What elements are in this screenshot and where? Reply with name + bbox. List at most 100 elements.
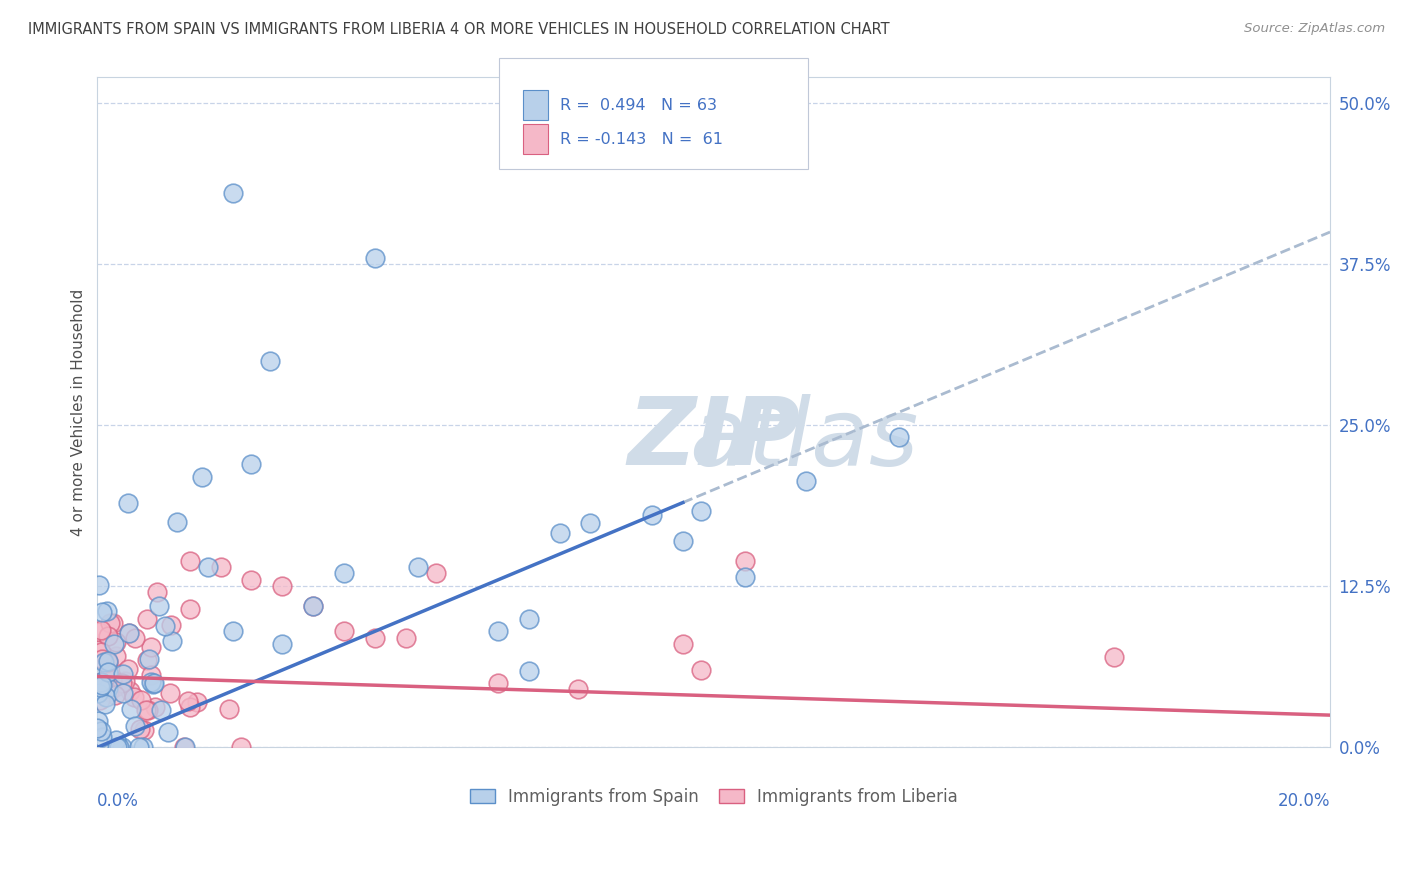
Point (517, 664, 540, 678)
Point (641, 508, 664, 522)
Point (139, 675, 162, 690)
Point (138, 652, 160, 666)
Point (97, 681, 120, 695)
Text: ZIP: ZIP (627, 393, 800, 485)
Point (112, 667, 135, 681)
Point (146, 585, 169, 599)
Point (86, 721, 108, 735)
Point (690, 663, 713, 677)
Point (117, 495, 139, 509)
Point (143, 700, 166, 714)
Point (218, 701, 240, 715)
Point (120, 702, 142, 716)
Point (1104, 650, 1126, 665)
Point (128, 740, 150, 755)
Point (156, 725, 179, 739)
Point (105, 649, 128, 664)
Point (179, 553, 201, 567)
Point (111, 740, 134, 755)
Point (91, 652, 114, 666)
Point (118, 626, 141, 640)
Point (222, 624, 245, 639)
Point (142, 675, 165, 690)
Point (191, 470, 214, 484)
Point (124, 632, 146, 646)
Point (209, 560, 232, 574)
Point (97, 655, 120, 669)
Point (136, 703, 159, 717)
Point (690, 504, 713, 518)
Text: R =  0.494   N = 63: R = 0.494 N = 63 (560, 98, 717, 112)
Point (98, 685, 121, 699)
Point (142, 677, 165, 691)
Point (87, 686, 110, 700)
Point (148, 599, 170, 613)
Point (517, 611, 540, 625)
Point (548, 526, 571, 541)
Point (672, 534, 695, 549)
Point (114, 673, 136, 688)
Point (174, 740, 197, 755)
Point (887, 430, 910, 444)
Point (97, 629, 120, 643)
Legend: Immigrants from Spain, Immigrants from Liberia: Immigrants from Spain, Immigrants from L… (463, 781, 965, 813)
Point (567, 682, 589, 697)
Point (229, 740, 252, 755)
Point (101, 616, 124, 631)
Point (94, 690, 117, 704)
Point (139, 668, 162, 682)
Point (89, 692, 111, 706)
Point (186, 695, 208, 709)
Point (97, 665, 120, 680)
Point (104, 680, 127, 694)
Point (155, 619, 177, 633)
Point (86, 643, 108, 657)
Text: atlas: atlas (509, 393, 918, 484)
Point (394, 631, 416, 645)
Point (177, 694, 200, 708)
Point (271, 579, 294, 593)
Point (333, 566, 356, 581)
Point (579, 516, 602, 530)
Point (87, 714, 110, 729)
Y-axis label: 4 or more Vehicles in Household: 4 or more Vehicles in Household (72, 289, 86, 536)
Point (425, 566, 447, 581)
Point (364, 251, 387, 265)
Point (271, 637, 294, 651)
Point (486, 676, 509, 690)
Point (90, 675, 112, 690)
Point (364, 631, 387, 645)
Point (197, 560, 219, 574)
Point (486, 624, 509, 639)
Point (135, 703, 157, 717)
Point (159, 686, 181, 700)
Text: R = -0.143   N =  61: R = -0.143 N = 61 (560, 132, 723, 146)
Point (90, 675, 112, 690)
Point (90, 645, 112, 659)
Point (104, 634, 127, 648)
Point (160, 618, 183, 632)
Point (118, 625, 141, 640)
Point (129, 722, 152, 736)
Point (98, 615, 121, 630)
Point (160, 634, 183, 648)
Point (108, 740, 131, 755)
Point (240, 457, 263, 471)
Text: 0.0%: 0.0% (97, 792, 139, 811)
Point (129, 693, 152, 707)
Point (222, 186, 245, 201)
Text: 20.0%: 20.0% (1278, 792, 1330, 811)
Point (111, 676, 134, 690)
Point (91, 731, 114, 745)
Text: IMMIGRANTS FROM SPAIN VS IMMIGRANTS FROM LIBERIA 4 OR MORE VEHICLES IN HOUSEHOLD: IMMIGRANTS FROM SPAIN VS IMMIGRANTS FROM… (28, 22, 890, 37)
Point (734, 570, 756, 584)
Point (179, 602, 201, 616)
Point (94, 698, 117, 712)
Point (166, 515, 188, 529)
Point (150, 703, 173, 717)
Point (117, 662, 139, 676)
Point (93, 655, 115, 669)
Point (302, 599, 325, 613)
Point (179, 699, 201, 714)
Point (89, 681, 111, 695)
